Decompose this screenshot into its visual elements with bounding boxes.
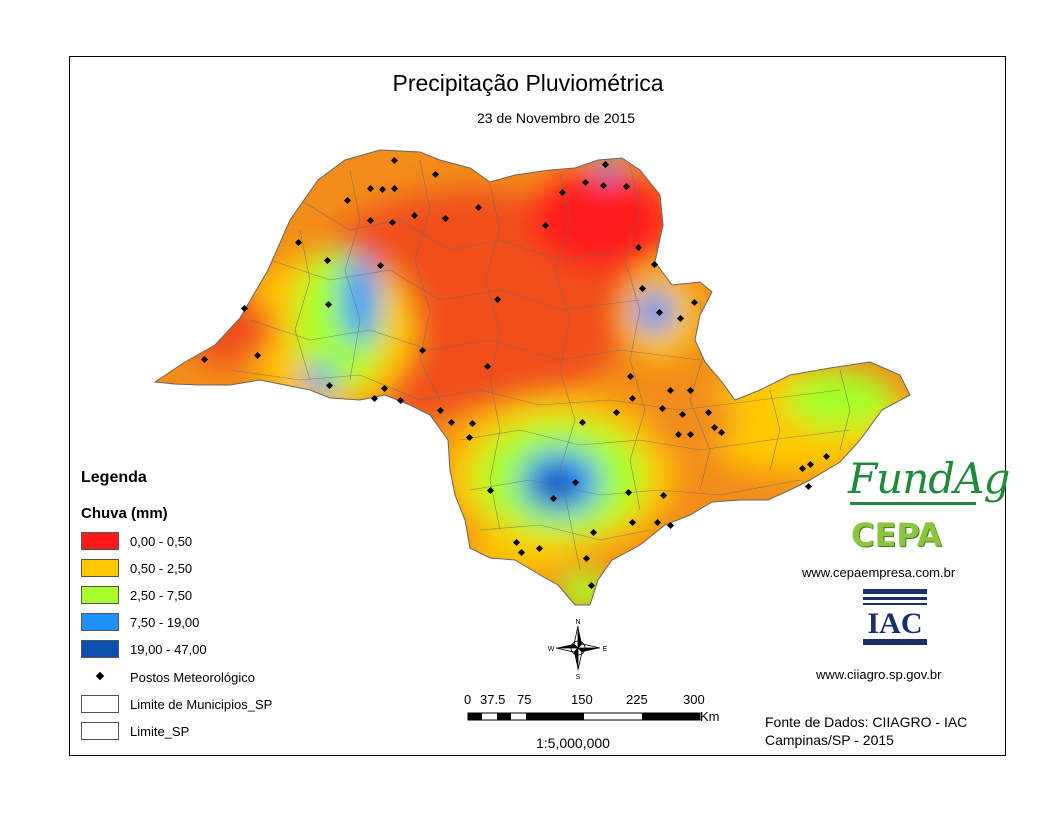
compass-e: E bbox=[603, 646, 608, 653]
scale-tick-3: 150 bbox=[571, 692, 593, 707]
compass-w: W bbox=[548, 646, 555, 653]
legend-label-4: 7,50 - 19,00 bbox=[130, 615, 200, 630]
ciiagro-url: www.ciiagro.sp.gov.br bbox=[816, 667, 942, 682]
scale-tick-2: 75 bbox=[517, 692, 532, 707]
fundag-logo: FundAg bbox=[848, 454, 1010, 503]
scale-tick-1: 37.5 bbox=[480, 692, 506, 707]
legend-swatch-2 bbox=[81, 559, 119, 577]
compass-s: S bbox=[576, 674, 581, 681]
scale-ratio: 1:5,000,000 bbox=[536, 735, 610, 751]
compass-rose: N S E W bbox=[548, 619, 608, 681]
legend-label-5: 19,00 - 47,00 bbox=[130, 642, 207, 657]
compass-n: N bbox=[575, 619, 580, 626]
scale-unit: Km bbox=[700, 709, 720, 724]
iac-logo-text: IAC bbox=[867, 607, 922, 640]
legend-state-swatch bbox=[81, 722, 119, 740]
scale-bar bbox=[467, 712, 701, 721]
municipal-boundaries bbox=[229, 159, 851, 571]
legend-municipal-label: Limite de Municipios_SP bbox=[130, 697, 273, 712]
legend-label-1: 0,00 - 0,50 bbox=[130, 534, 193, 549]
legend-state-label: Limite_SP bbox=[130, 724, 190, 739]
fundag-logo-underline bbox=[850, 502, 976, 505]
map-title: Precipitação Pluviométrica bbox=[392, 70, 664, 96]
iac-logo: IAC bbox=[861, 587, 929, 651]
scale-tick-0: 0 bbox=[464, 692, 472, 707]
scale-tick-4: 225 bbox=[626, 692, 648, 707]
data-source-line-2: Campinas/SP - 2015 bbox=[765, 732, 894, 748]
legend-municipal-swatch bbox=[81, 695, 119, 713]
data-source-line-1: Fonte de Dados: CIIAGRO - IAC bbox=[765, 714, 968, 730]
legend-stations-label: Postos Meteorológico bbox=[130, 670, 256, 685]
legend-swatch-4 bbox=[81, 613, 119, 631]
state-boundary bbox=[153, 149, 911, 606]
cepa-url: www.cepaempresa.com.br bbox=[802, 565, 956, 580]
cepa-logo: CEPA bbox=[851, 516, 942, 554]
data-source: Fonte de Dados: CIIAGRO - IAC Campinas/S… bbox=[765, 713, 967, 749]
legend-title: Legenda bbox=[81, 469, 147, 486]
legend-swatch-3 bbox=[81, 586, 119, 604]
legend-swatch-1 bbox=[81, 532, 119, 550]
legend-label-2: 0,50 - 2,50 bbox=[130, 561, 193, 576]
map-frame bbox=[69, 56, 1006, 756]
scale-tick-5: 300 bbox=[683, 692, 705, 707]
legend-label-3: 2,50 - 7,50 bbox=[130, 588, 193, 603]
legend-subtitle: Chuva (mm) bbox=[81, 505, 168, 522]
map-date: 23 de Novembro de 2015 bbox=[477, 110, 635, 126]
legend-swatch-5 bbox=[81, 640, 119, 658]
weather-stations bbox=[200, 156, 831, 590]
